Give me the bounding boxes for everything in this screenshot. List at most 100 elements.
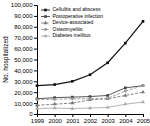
tick: 2004 [119,114,133,124]
tick-mark [34,114,37,115]
series-markers [36,20,145,87]
marker [106,97,109,100]
tick-mark [34,70,37,71]
tick-label: 0 [29,111,33,117]
series-line [37,102,143,109]
marker [124,42,127,45]
axis-line [34,6,38,115]
marker [123,102,127,105]
axis-line [38,115,144,118]
tick-mark [34,92,37,93]
legend-item: Postoperative infection [41,13,103,19]
marker [124,90,127,93]
tick-mark [34,81,37,82]
tick: 20,000 [14,90,37,96]
series-line [37,86,143,99]
tick: 2001 [66,114,80,124]
tick-label: 70,000 [14,35,33,41]
tick-mark [55,114,56,117]
tick-mark [34,5,37,6]
marker [36,98,39,101]
tick-label: 100,000 [11,2,33,8]
tick-mark [72,114,73,117]
tick: 60,000 [14,46,37,52]
marker [71,97,74,100]
tick-mark [108,114,109,117]
marker [35,103,39,106]
legend-label: Diabetes mellitus [53,32,92,38]
legend: Cellulitis and abscessPostoperative infe… [41,6,103,38]
marker [89,97,92,100]
marks [35,20,145,110]
tick-label: 60,000 [14,46,33,52]
tick-label: 1999 [31,118,45,124]
series-line [37,92,143,105]
tick-mark [34,16,37,17]
series-line [37,86,143,100]
marker [142,84,145,87]
y-axis-title: No. hospitalized [2,36,10,83]
legend-marker [44,28,47,31]
marker [142,84,145,87]
marker [70,106,74,109]
marker [106,61,109,64]
tick-label: 90,000 [14,13,33,19]
tick: 90,000 [14,13,37,19]
marker [71,80,74,83]
tick: 0 [29,111,37,117]
tick-label: 40,000 [14,68,33,74]
legend-label: Osteomyelitis [53,26,84,32]
tick-label: 2005 [137,118,150,124]
x-axis: 1999200020012002200320042005 [31,114,150,124]
tick-label: 2002 [84,118,98,124]
tick-label: 50,000 [14,57,33,63]
marker [89,73,92,76]
marker [88,106,92,109]
marker [142,20,145,23]
tick: 50,000 [14,57,37,63]
y-axis: 0 10,000 20,000 30,000 40,000 50,000 60,000 70,… [11,2,38,117]
plot-area: 1999200020012002200320042005010,00020,00… [11,2,150,123]
tick-mark [143,114,144,117]
marker [124,87,127,90]
marker [106,96,110,99]
tick-mark [90,114,91,117]
marker [35,106,39,109]
series-line [37,21,143,85]
tick: 2003 [101,114,115,124]
legend-marker [44,9,47,12]
legend-item: Device-associated [41,19,94,25]
legend-marker [44,15,47,18]
tick: 30,000 [14,79,37,85]
tick-label: 30,000 [14,79,33,85]
marker [88,98,92,101]
marker [53,102,57,105]
legend-marker [43,34,47,37]
marker [106,105,110,108]
legend-label: Device-associated [53,19,94,25]
tick: 2005 [137,114,150,124]
tick-label: 2004 [119,118,133,124]
tick: 70,000 [14,35,37,41]
tick-label: 2003 [101,118,115,124]
tick-mark [125,114,126,117]
tick-mark [34,49,37,50]
tick-label: 80,000 [14,24,33,30]
tick-label: 2001 [66,118,80,124]
tick: 40,000 [14,68,37,74]
legend-swatch [41,16,50,17]
legend-label: Cellulitis and abscess [53,6,102,12]
marker [106,94,109,97]
marker [70,101,74,104]
marker [53,83,56,86]
tick-label: 20,000 [14,90,33,96]
tick-mark [34,38,37,39]
tick: 80,000 [14,24,37,30]
legend-item: Osteomyelitis [41,26,83,32]
marker [123,93,127,96]
tick-mark [34,60,37,61]
tick-mark [34,27,37,28]
tick: 1999 [31,114,45,124]
legend-label: Postoperative infection [53,13,104,19]
tick-label: 10,000 [14,101,33,107]
